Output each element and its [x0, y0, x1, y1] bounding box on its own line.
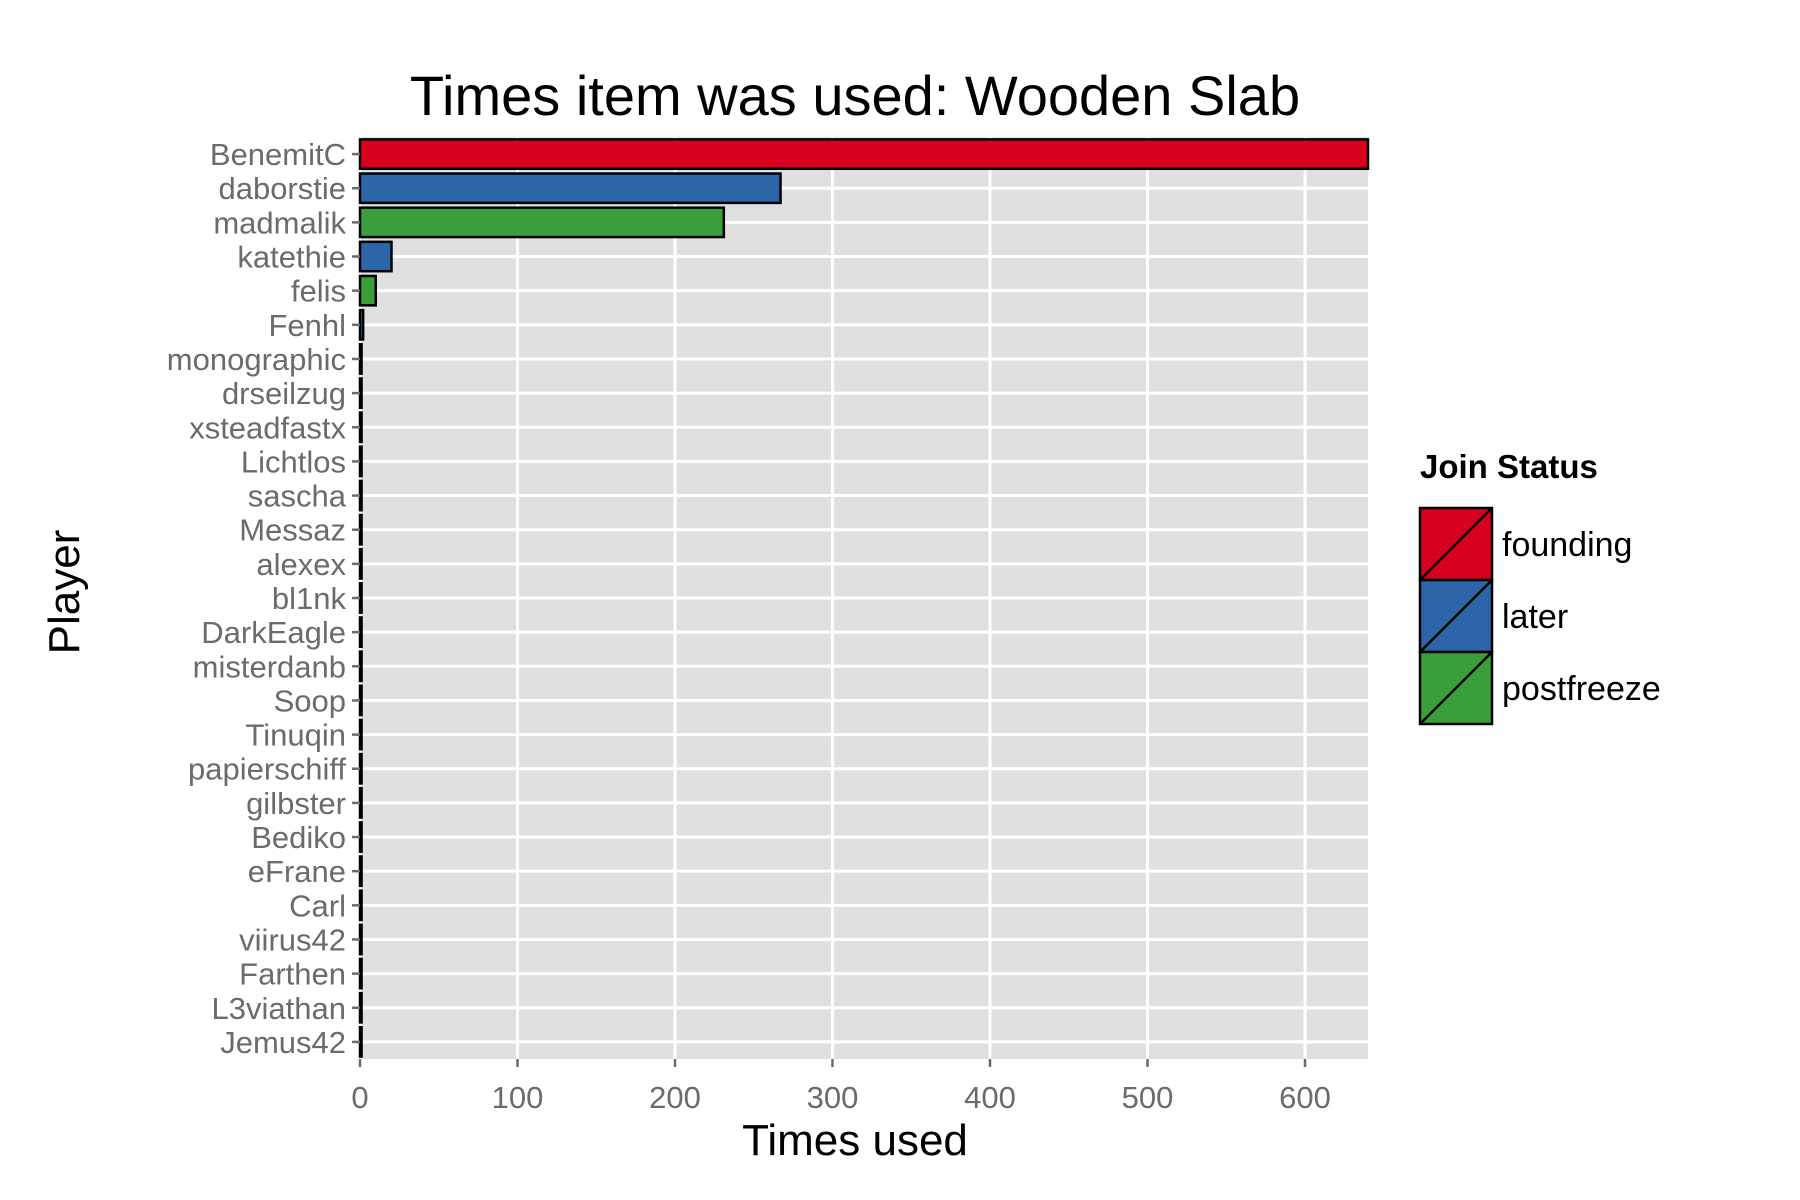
bar-viirus42 [360, 925, 362, 954]
y-tick-label: papierschiff [188, 752, 346, 787]
bar-BenemitC [360, 139, 1368, 168]
y-tick-label: Soop [274, 683, 346, 718]
y-tick-label: Messaz [239, 513, 346, 548]
y-tick-label: katethie [237, 240, 346, 275]
y-tick-label: felis [291, 274, 346, 309]
y-tick-label: Carl [289, 888, 346, 923]
bar-drseilzug [360, 378, 362, 407]
y-tick-label: drseilzug [222, 376, 346, 411]
legend-label-postfreeze: postfreeze [1502, 670, 1661, 708]
bar-Bediko [360, 822, 362, 851]
y-tick-label: xsteadfastx [189, 410, 346, 445]
y-tick-label: viirus42 [239, 922, 346, 957]
bar-xsteadfastx [360, 413, 362, 442]
bar-felis [360, 276, 376, 305]
y-tick-label: bl1nk [272, 581, 347, 616]
bar-misterdanb [360, 652, 362, 681]
y-tick-label: misterdanb [193, 649, 346, 684]
bar-daborstie [360, 174, 781, 203]
bar-Jemus42 [360, 1027, 362, 1056]
bar-Soop [360, 686, 362, 715]
y-tick-label: daborstie [218, 171, 346, 206]
legend: Join Status founding later postfreeze [1420, 448, 1661, 724]
y-tick-label: monographic [167, 342, 346, 377]
y-tick-label: Bediko [251, 820, 346, 855]
bar-madmalik [360, 208, 724, 237]
x-tick-label: 400 [964, 1080, 1016, 1115]
y-tick-label: gilbster [246, 786, 346, 821]
bar-monographic [360, 344, 362, 373]
legend-label-later: later [1502, 598, 1568, 636]
bar-Carl [360, 891, 362, 920]
y-tick-label: sascha [248, 479, 347, 514]
y-tick-label: L3viathan [212, 991, 346, 1026]
bar-eFrane [360, 857, 362, 886]
y-tick-label: DarkEagle [201, 615, 346, 650]
y-tick-label: alexex [256, 547, 346, 582]
bar-DarkEagle [360, 617, 362, 646]
x-axis: 0 100 200 300 400 500 600 [351, 1059, 1330, 1115]
y-tick-label: Jemus42 [220, 1025, 346, 1060]
y-tick-label: Lichtlos [241, 444, 346, 479]
bar-Messaz [360, 515, 362, 544]
x-tick-label: 0 [351, 1080, 368, 1115]
bar-Fenhl [360, 310, 363, 339]
legend-label-founding: founding [1502, 526, 1632, 564]
y-tick-label: madmalik [213, 205, 346, 240]
x-tick-label: 300 [807, 1080, 859, 1115]
bar-L3viathan [360, 993, 362, 1022]
legend-title: Join Status [1420, 448, 1598, 485]
y-tick-label: Farthen [239, 957, 346, 992]
x-tick-label: 600 [1279, 1080, 1331, 1115]
bar-papierschiff [360, 754, 362, 783]
bar-Lichtlos [360, 447, 362, 476]
x-tick-label: 500 [1122, 1080, 1174, 1115]
x-tick-label: 100 [492, 1080, 544, 1115]
y-axis: BenemitCdaborstiemadmalikkatethiefelisFe… [167, 137, 360, 1060]
bar-sascha [360, 481, 362, 510]
y-axis-title: Player [40, 530, 89, 655]
y-tick-label: eFrane [248, 854, 346, 889]
bar-gilbster [360, 788, 362, 817]
bar-bl1nk [360, 583, 362, 612]
bar-Tinuqin [360, 720, 362, 749]
x-tick-label: 200 [649, 1080, 701, 1115]
y-tick-label: Fenhl [268, 308, 346, 343]
bar-alexex [360, 549, 362, 578]
chart-title: Times item was used: Wooden Slab [410, 64, 1300, 127]
bar-katethie [360, 242, 392, 271]
y-tick-label: BenemitC [210, 137, 346, 172]
x-axis-title: Times used [742, 1116, 968, 1165]
y-tick-label: Tinuqin [245, 718, 346, 753]
bar-Farthen [360, 959, 362, 988]
